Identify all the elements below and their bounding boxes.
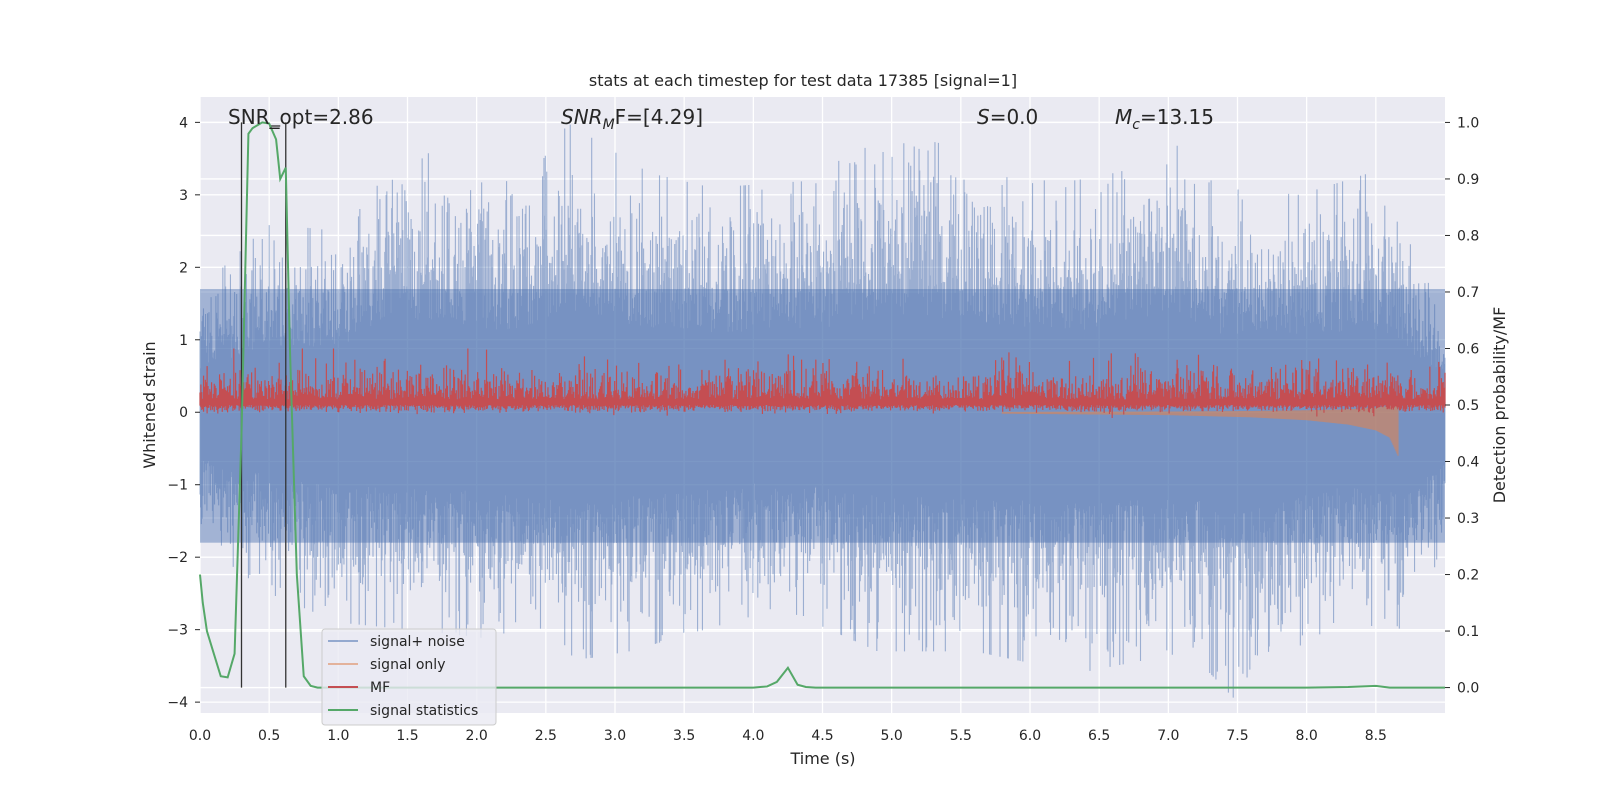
legend: signal+ noise signal only MF signal stat… (321, 628, 497, 726)
annotations: SNR_opt=2.86 SNRMF=[4.29] S=0.0 Mc=13.15 (228, 105, 1214, 133)
right-axis-label: Detection probability/MF (1490, 307, 1509, 504)
x-tick-label: 2.0 (466, 728, 488, 744)
x-tick-label: 3.5 (673, 728, 695, 744)
x-axis-ticks: 0.0 0.5 1.0 1.5 2.0 2.5 3.0 3.5 4.0 4.5 5.0 5.5 6.0 6… (189, 728, 1387, 744)
right-tick-label: 0.2 (1457, 568, 1479, 584)
annotation-s: S=0.0 (977, 105, 1038, 129)
signal-statistics-line (199, 121, 1445, 689)
x-tick-label: 5.0 (881, 728, 903, 744)
x-tick-label: 0.5 (258, 728, 280, 744)
x-tick-label: 3.0 (604, 728, 626, 744)
x-tick-label: 1.5 (396, 728, 418, 744)
chart-title: stats at each timestep for test data 173… (589, 71, 1017, 90)
x-tick-label: 8.0 (1296, 728, 1318, 744)
annotation-snr-mf: SNRMF=[4.29] (561, 105, 703, 133)
right-tick-label: 0.8 (1457, 228, 1479, 244)
mf-trace (199, 348, 1446, 418)
x-tick-label: 2.5 (535, 728, 557, 744)
legend-label-mf: MF (370, 680, 390, 696)
legend-label-signal-noise: signal+ noise (370, 634, 465, 650)
x-tick-label: 4.5 (811, 728, 833, 744)
right-tick-label: 0.1 (1457, 624, 1479, 640)
signal-statistics-series (199, 121, 1445, 689)
right-tick-label: 0.7 (1457, 285, 1479, 301)
left-tick-label: 2 (179, 260, 188, 276)
x-tick-label: 1.0 (327, 728, 349, 744)
x-axis-label: Time (s) (789, 749, 855, 768)
right-tick-label: 0.3 (1457, 511, 1479, 527)
x-tick-label: 5.5 (950, 728, 972, 744)
x-tick-label: 0.0 (189, 728, 211, 744)
left-tick-label: 0 (179, 405, 188, 421)
annotation-snr-opt: SNR_opt=2.86 (228, 105, 374, 129)
x-tick-label: 7.0 (1157, 728, 1179, 744)
signal-only-trace (1001, 401, 1399, 456)
left-tick-label: −4 (167, 695, 188, 711)
x-tick-label: 8.5 (1365, 728, 1387, 744)
right-tick-label: 1.0 (1457, 115, 1479, 131)
legend-label-signal-statistics: signal statistics (370, 703, 478, 719)
left-axis-ticks: 4 3 2 1 0 −1 −2 −3 −4 (167, 115, 200, 711)
left-tick-label: −1 (167, 478, 188, 494)
legend-label-signal-only: signal only (370, 657, 445, 673)
x-tick-label: 4.0 (742, 728, 764, 744)
x-tick-label: 6.5 (1088, 728, 1110, 744)
x-tick-label: 7.5 (1226, 728, 1248, 744)
right-tick-label: 0.4 (1457, 455, 1479, 471)
left-tick-label: 3 (179, 188, 188, 204)
right-tick-label: 0.5 (1457, 398, 1479, 414)
annotation-mc: Mc=13.15 (1115, 105, 1214, 133)
right-tick-label: 0.0 (1457, 681, 1479, 697)
left-tick-label: 1 (179, 333, 188, 349)
left-tick-label: 4 (179, 115, 188, 131)
right-tick-label: 0.9 (1457, 172, 1479, 188)
signal-only-series (1001, 401, 1399, 456)
x-tick-label: 6.0 (1019, 728, 1041, 744)
left-tick-label: −2 (167, 550, 188, 566)
right-axis-ticks: 1.0 0.9 0.8 0.7 0.6 0.5 0.4 0.3 0.2 0.1 0.0 (1445, 115, 1479, 697)
mf-series (199, 348, 1446, 418)
right-tick-label: 0.6 (1457, 341, 1479, 357)
left-axis-label: Whitened strain (140, 341, 159, 468)
left-tick-label: −3 (167, 623, 188, 639)
legend-box (321, 628, 497, 726)
